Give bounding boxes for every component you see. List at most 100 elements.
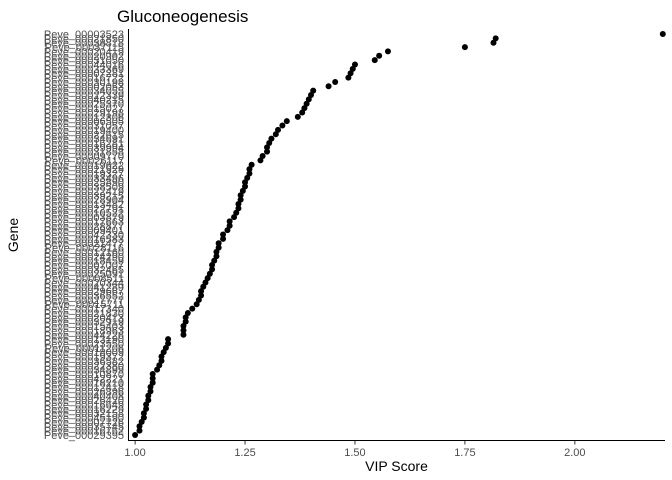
- data-point: [209, 266, 216, 273]
- gene-label: Peve_00026117: [45, 155, 124, 167]
- gene-labels: Peve_00029395Peve_00016762Peve_00035745P…: [44, 29, 124, 442]
- data-point: [198, 292, 205, 299]
- data-point: [165, 336, 172, 343]
- gene-label: Peve_00044226: [44, 330, 124, 342]
- data-point: [351, 61, 358, 68]
- data-point: [189, 305, 196, 312]
- gene-label: Peve_00016762: [44, 426, 124, 438]
- data-point: [145, 397, 152, 404]
- gene-label: Peve_00021929: [44, 164, 124, 176]
- data-point: [235, 205, 242, 212]
- gene-label: Peve_00022380: [44, 360, 124, 372]
- gene-label: Peve_00021830: [44, 308, 124, 320]
- data-points: [132, 31, 666, 438]
- data-point: [215, 244, 222, 251]
- gene-label: Peve_00040215: [44, 94, 124, 106]
- data-point: [371, 57, 378, 64]
- gene-label: Peve_00008511: [45, 273, 124, 285]
- gene-label: Peve_00002053: [44, 81, 124, 93]
- gene-label: Peve_00012418: [44, 382, 124, 394]
- gene-label: Peve_00012306: [44, 112, 124, 124]
- gene-label: Peve_00019372: [44, 352, 124, 364]
- data-point: [180, 331, 187, 338]
- gene-label: Peve_00020344: [44, 277, 124, 289]
- gene-label: Peve_00034055: [44, 86, 124, 98]
- gene-label: Peve_00027777: [44, 295, 124, 307]
- gene-label: Peve_00030198: [44, 77, 124, 89]
- data-point: [158, 357, 165, 364]
- gene-label: Peve_00039215: [44, 190, 124, 202]
- data-point: [325, 83, 332, 90]
- gene-label: Peve_00015027: [44, 103, 124, 115]
- gene-label: Peve_00044016: [44, 60, 124, 72]
- gene-label: Peve_00022791: [44, 203, 124, 215]
- data-point: [461, 44, 468, 51]
- data-point: [246, 170, 253, 177]
- gene-label: Peve_00040408: [44, 391, 124, 403]
- gene-label: Peve_00013190: [44, 334, 124, 346]
- gene-label: Peve_00015403: [44, 321, 124, 333]
- gene-label: Peve_00028116: [45, 243, 124, 255]
- gene-label: Peve_00022419: [44, 186, 124, 198]
- gene-label: Peve_00034691: [44, 134, 124, 146]
- data-point: [220, 231, 227, 238]
- gene-label: Peve_00018009: [44, 347, 124, 359]
- gene-label: Peve_00019622: [44, 160, 124, 172]
- gene-label: Peve_00009401: [44, 225, 124, 237]
- data-point: [268, 135, 275, 142]
- gene-label: Peve_00026896: [44, 386, 124, 398]
- gene-label: Peve_00041289: [44, 282, 124, 294]
- gene-label: Peve_00013482: [44, 199, 124, 211]
- gene-label: Peve_00038509: [44, 182, 124, 194]
- gene-label: Peve_00033496: [44, 173, 124, 185]
- gene-label: Peve_00011206: [45, 343, 124, 355]
- data-point: [132, 432, 139, 438]
- gene-label: Peve_00003523: [44, 29, 124, 41]
- data-point: [213, 253, 220, 260]
- gene-label: Peve_00012160: [44, 247, 124, 259]
- data-point: [184, 309, 191, 316]
- x-tick-label: 2.00: [564, 447, 585, 459]
- gene-label: Peve_00015711: [45, 299, 124, 311]
- data-point: [165, 340, 172, 347]
- data-point: [226, 218, 233, 225]
- data-point: [237, 196, 244, 203]
- data-point: [259, 153, 266, 160]
- gene-label: Peve_00019400: [44, 125, 124, 137]
- x-tick-label: 1.50: [344, 447, 365, 459]
- gene-label: Peve_00042330: [44, 230, 124, 242]
- data-point: [182, 318, 189, 325]
- y-axis-title: Gene: [5, 218, 21, 252]
- gene-label: Peve_00036582: [44, 356, 124, 368]
- gene-label: Peve_00025091: [44, 269, 124, 281]
- gene-label: Peve_00042221: [44, 373, 124, 385]
- gene-label: Peve_00029667: [44, 286, 124, 298]
- x-axis-title: VIP Score: [365, 458, 428, 474]
- data-point: [275, 126, 282, 133]
- gene-label: Peve_00016583: [44, 234, 124, 246]
- data-point: [136, 427, 143, 434]
- gene-label: Peve_00018963: [44, 325, 124, 337]
- gene-label: Peve_00038818: [44, 38, 124, 50]
- data-point: [492, 35, 499, 42]
- data-point: [264, 148, 271, 155]
- data-point: [248, 161, 255, 168]
- gene-label: Peve_00022615: [44, 129, 124, 141]
- gene-label: Peve_00025890: [44, 177, 124, 189]
- gene-label: Peve_00026420: [44, 395, 124, 407]
- gene-label: Peve_00018210: [44, 378, 124, 390]
- data-point: [310, 87, 317, 94]
- data-point: [226, 222, 233, 229]
- x-tick-label: 1.75: [454, 447, 475, 459]
- gene-label: Peve_00037115: [45, 42, 124, 54]
- gene-label: Peve_00007007: [44, 260, 124, 272]
- data-point: [180, 327, 187, 334]
- gene-label: Peve_00017340: [44, 304, 124, 316]
- gene-label: Peve_00024290: [44, 251, 124, 263]
- data-point: [143, 405, 150, 412]
- data-point: [283, 118, 290, 125]
- gene-label: Peve_00010522: [44, 208, 124, 220]
- data-point: [376, 52, 383, 59]
- gene-label: Peve_00031858: [44, 147, 124, 159]
- data-point: [384, 48, 391, 55]
